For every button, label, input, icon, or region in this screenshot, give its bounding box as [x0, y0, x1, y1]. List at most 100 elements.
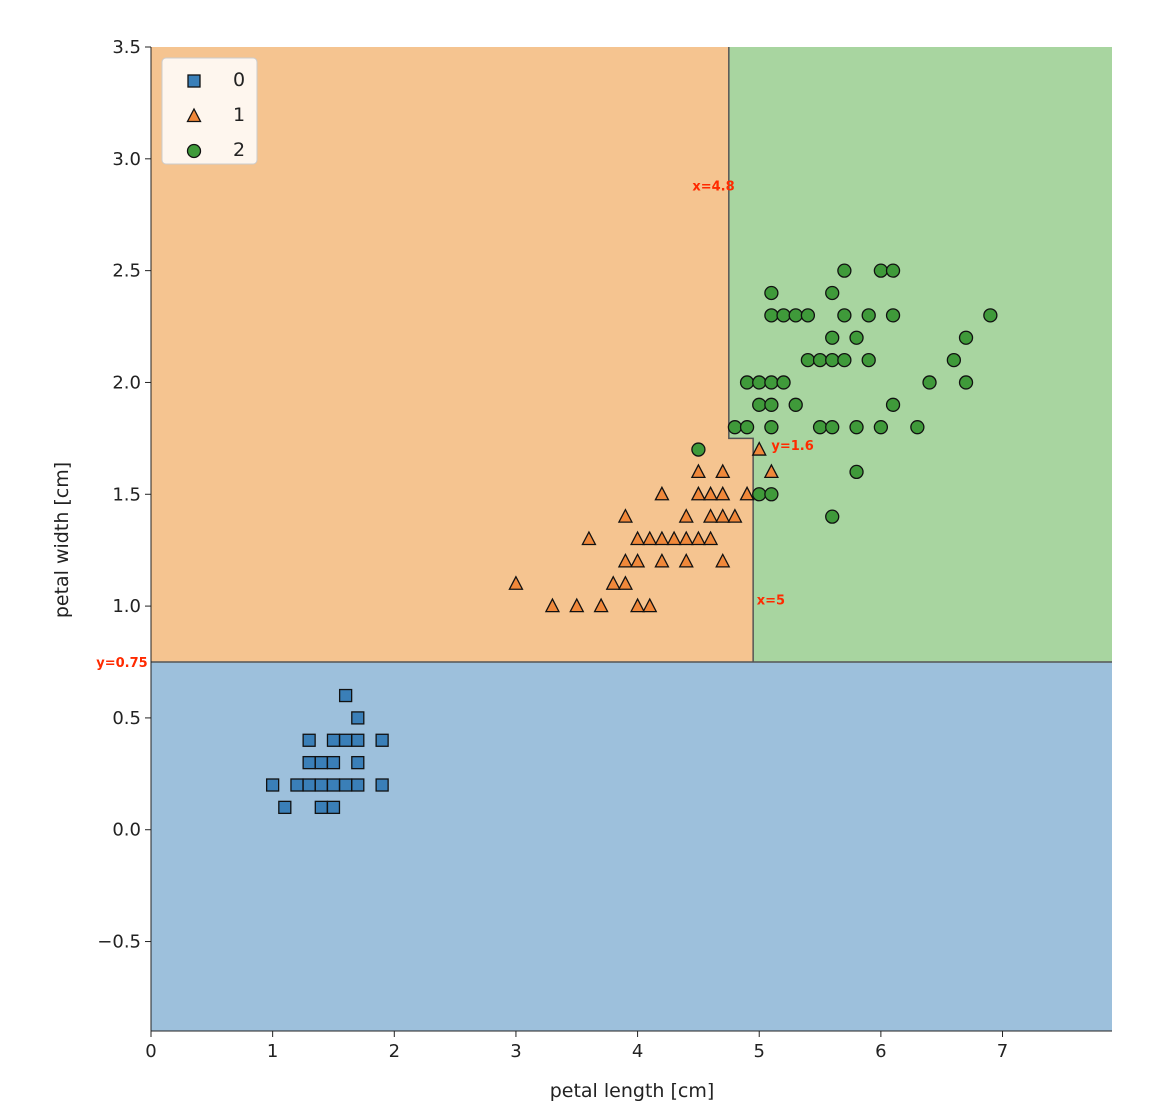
split-annotation: x=4.8 [692, 180, 734, 195]
data-point-class-1 [642, 530, 658, 546]
data-point-class-2 [873, 420, 889, 435]
data-point-class-1 [666, 530, 682, 546]
legend-label: 0 [233, 69, 245, 91]
legend-label: 1 [233, 104, 245, 126]
data-point-class-0 [314, 778, 328, 792]
data-point-class-2 [764, 420, 779, 435]
data-point-class-2 [764, 397, 779, 412]
data-point-class-0 [302, 733, 316, 747]
data-point-class-2 [752, 487, 767, 502]
data-point-class-1 [630, 530, 646, 546]
split-annotation: y=0.75 [96, 656, 147, 671]
legend-box [161, 57, 258, 165]
legend-marker-0 [187, 74, 201, 88]
data-point-class-0 [351, 711, 365, 725]
data-point-class-2 [752, 375, 767, 390]
data-point-class-2 [837, 352, 852, 368]
data-point-class-2 [910, 420, 925, 435]
data-point-class-1 [702, 485, 719, 501]
data-point-class-2 [764, 487, 779, 502]
y-tick-label: 3.5 [112, 37, 141, 58]
data-point-class-0 [326, 733, 341, 747]
data-point-class-1 [654, 552, 670, 568]
data-point-class-1 [544, 597, 561, 613]
data-point-class-1 [702, 508, 719, 523]
x-tick-label: 5 [754, 1041, 765, 1062]
data-point-class-1 [727, 508, 743, 523]
decision-boundaries [151, 47, 1112, 663]
y-tick-label: 2.0 [112, 372, 141, 393]
data-point-class-0 [278, 800, 292, 815]
y-tick-label: 2.5 [112, 261, 141, 282]
x-tick-label: 6 [875, 1041, 886, 1062]
data-point-class-1 [642, 597, 658, 613]
data-point-class-2 [825, 330, 840, 345]
data-point-class-0 [338, 688, 353, 703]
legend-marker-1 [186, 107, 202, 123]
data-point-class-1 [654, 530, 670, 546]
data-point-class-2 [861, 352, 876, 368]
data-point-class-2 [739, 420, 755, 435]
data-point-class-2 [873, 263, 889, 278]
data-point-class-1 [678, 552, 694, 568]
y-tick-label: −0.5 [97, 932, 141, 953]
data-point-class-2 [764, 285, 779, 301]
y-tick-label: 1.5 [112, 484, 141, 505]
data-point-class-0 [351, 778, 365, 792]
data-point-class-0 [302, 778, 316, 792]
data-point-class-2 [800, 308, 816, 323]
data-point-class-0 [375, 778, 389, 792]
data-point-class-0 [326, 778, 341, 792]
data-point-class-0 [302, 755, 316, 770]
data-point-class-2 [825, 285, 840, 301]
data-point-class-2 [958, 330, 974, 345]
data-point-class-1 [715, 463, 731, 479]
y-tick-label: 1.0 [112, 596, 141, 617]
y-tick-label: 3.0 [112, 149, 141, 170]
x-tick-label: 1 [267, 1041, 278, 1062]
data-point-class-1 [715, 552, 731, 568]
data-point-class-2 [776, 375, 791, 390]
x-axis-label: petal length [cm] [550, 1080, 715, 1102]
data-point-class-2 [958, 375, 974, 390]
data-point-class-2 [885, 263, 901, 278]
data-point-class-2 [764, 375, 779, 390]
data-point-class-0 [265, 778, 280, 792]
x-tick-label: 2 [389, 1041, 400, 1062]
y-tick-label: 0.0 [112, 820, 141, 841]
data-point-class-0 [338, 778, 353, 792]
boundary-line [728, 47, 754, 662]
data-point-class-1 [617, 508, 633, 523]
data-point-class-2 [849, 420, 864, 435]
data-point-class-2 [983, 308, 998, 323]
data-point-class-2 [764, 308, 779, 323]
legend: 0 1 2 [161, 57, 258, 165]
x-tick-label: 4 [632, 1041, 643, 1062]
legend-marker-2 [186, 143, 202, 159]
data-point-class-2 [825, 509, 840, 524]
data-point-class-2 [849, 330, 864, 345]
data-point-class-1 [508, 575, 524, 590]
data-point-class-1 [617, 552, 633, 568]
data-point-class-1 [690, 463, 706, 479]
data-point-class-2 [788, 397, 803, 412]
data-point-class-2 [837, 308, 852, 323]
data-point-class-1 [630, 597, 646, 613]
data-point-class-1 [678, 508, 694, 523]
data-point-class-2 [727, 420, 743, 435]
data-point-class-2 [776, 308, 791, 323]
data-point-class-2 [849, 464, 864, 480]
data-point-class-2 [885, 308, 901, 323]
data-point-class-1 [690, 485, 706, 501]
data-point-class-0 [314, 755, 328, 770]
split-annotation: x=5 [757, 593, 785, 608]
region-class-0 [151, 662, 1112, 1031]
axes: 0 1 2 3 4 5 6 7 −0.5 0.0 0.5 1.0 1.5 2.0 2.5 3.0 3.5 [97, 37, 1112, 1062]
data-point-class-0 [351, 755, 365, 770]
region-class-2 [728, 47, 1112, 662]
data-point-class-0 [351, 733, 365, 747]
data-point-class-2 [837, 263, 852, 278]
split-annotation: y=1.6 [771, 439, 813, 454]
data-point-class-2 [812, 352, 828, 368]
